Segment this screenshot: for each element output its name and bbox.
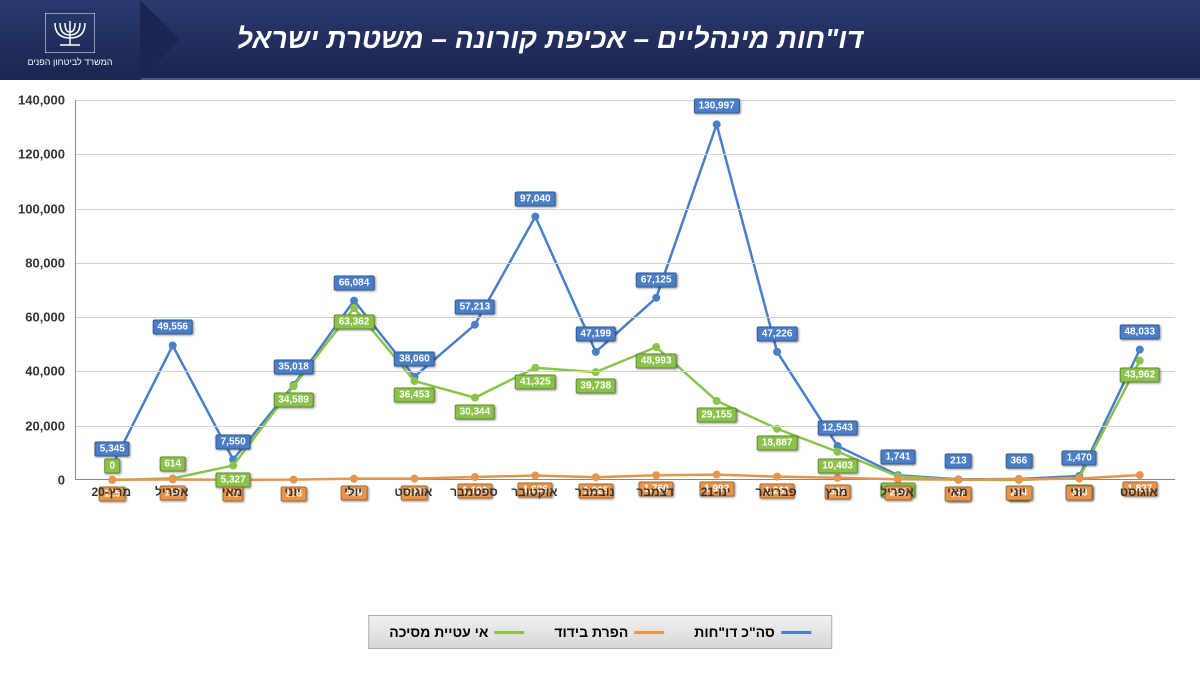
y-tick: 60,000 bbox=[10, 310, 65, 325]
legend-item: הפרת בידוד bbox=[554, 624, 664, 640]
data-label: 43,962 bbox=[1119, 367, 1160, 382]
x-label: מרץ bbox=[825, 485, 847, 499]
data-label: 0 bbox=[104, 459, 120, 474]
y-tick: 40,000 bbox=[10, 364, 65, 379]
data-label: 63,362 bbox=[334, 315, 375, 330]
data-label: 7,550 bbox=[216, 434, 251, 449]
data-label: 34,589 bbox=[273, 393, 314, 408]
data-label: 67,125 bbox=[636, 272, 677, 287]
data-label: 57,213 bbox=[455, 299, 496, 314]
x-label: פברואר bbox=[756, 485, 797, 499]
data-label: 36,453 bbox=[394, 388, 435, 403]
emblem-text: המשרד לביטחון הפנים bbox=[28, 57, 113, 67]
x-label: יוני bbox=[285, 485, 301, 499]
data-label: 48,993 bbox=[636, 354, 677, 369]
x-label: אפריל bbox=[880, 485, 913, 499]
data-label: 47,199 bbox=[575, 326, 616, 341]
gridline bbox=[76, 100, 1175, 101]
header-bar: המשרד לביטחון הפנים דו"חות מינהליים – אכ… bbox=[0, 0, 1200, 80]
x-label: מאי bbox=[222, 485, 243, 499]
data-label: 5,345 bbox=[95, 442, 130, 457]
gridline bbox=[76, 154, 1175, 155]
legend-item: אי עטיית מסיכה bbox=[389, 624, 524, 640]
data-label: 10,403 bbox=[817, 458, 858, 473]
data-label: 66,084 bbox=[334, 275, 375, 290]
data-label: 614 bbox=[159, 457, 186, 472]
data-label: 35,018 bbox=[273, 359, 314, 374]
x-label: ספטמבר bbox=[450, 485, 498, 499]
gridline bbox=[76, 263, 1175, 264]
data-label: 18,887 bbox=[757, 435, 798, 450]
y-tick: 80,000 bbox=[10, 255, 65, 270]
x-label: מאי bbox=[947, 485, 968, 499]
x-label: מרץ-20 bbox=[91, 485, 131, 499]
legend: סה"כ דו"חות הפרת בידוד אי עטיית מסיכה bbox=[368, 615, 832, 649]
y-tick: 140,000 bbox=[10, 93, 65, 108]
page-title: דו"חות מינהליים – אכיפת קורונה – משטרת י… bbox=[0, 23, 1200, 55]
x-label: יולי bbox=[344, 485, 362, 499]
x-label: אוגוסט bbox=[395, 485, 433, 499]
data-label: 213 bbox=[945, 454, 972, 469]
data-label: 49,556 bbox=[152, 320, 193, 335]
chart-svg bbox=[76, 100, 1175, 479]
data-label: 1,741 bbox=[880, 450, 915, 465]
legend-label: הפרת בידוד bbox=[554, 624, 628, 640]
y-tick: 0 bbox=[10, 473, 65, 488]
gridline bbox=[76, 371, 1175, 372]
x-label: אפריל bbox=[155, 485, 188, 499]
x-axis: מרץ-20 אפריל מאי יוני יולי אוגוסט ספטמבר אוקטוב… bbox=[75, 485, 1175, 515]
plot-area: 5,345 49,556 7,550 35,018 66,084 38,060 57,213… bbox=[75, 100, 1175, 480]
data-label: 130,997 bbox=[694, 99, 740, 114]
x-label: נובמבר bbox=[575, 485, 615, 499]
data-label: 47,226 bbox=[757, 326, 798, 341]
legend-swatch bbox=[494, 631, 524, 634]
data-label: 30,344 bbox=[455, 404, 496, 419]
y-tick: 120,000 bbox=[10, 147, 65, 162]
gridline bbox=[76, 317, 1175, 318]
data-label: 39,738 bbox=[575, 379, 616, 394]
gridline bbox=[76, 426, 1175, 427]
gridline bbox=[76, 209, 1175, 210]
legend-swatch bbox=[634, 631, 664, 634]
y-axis: 020,00040,00060,00080,000100,000120,0001… bbox=[10, 100, 70, 480]
x-label: דצמבר bbox=[636, 485, 674, 499]
data-label: 1,470 bbox=[1062, 451, 1097, 466]
emblem-box: המשרד לביטחון הפנים bbox=[0, 0, 140, 80]
x-label: יוני bbox=[1070, 485, 1086, 499]
legend-swatch bbox=[781, 631, 811, 634]
x-label: ינו-21 bbox=[701, 485, 731, 499]
y-tick: 20,000 bbox=[10, 418, 65, 433]
data-label: 41,325 bbox=[515, 374, 556, 389]
data-label: 366 bbox=[1006, 454, 1033, 469]
menorah-icon bbox=[45, 13, 95, 53]
data-label: 38,060 bbox=[394, 351, 435, 366]
y-tick: 100,000 bbox=[10, 201, 65, 216]
data-label: 97,040 bbox=[515, 191, 556, 206]
data-label: 48,033 bbox=[1119, 324, 1160, 339]
legend-label: אי עטיית מסיכה bbox=[389, 624, 488, 640]
x-label: יוני bbox=[1010, 485, 1026, 499]
legend-item: סה"כ דו"חות bbox=[694, 624, 810, 640]
legend-label: סה"כ דו"חות bbox=[694, 624, 774, 640]
x-label: אוגוסט bbox=[1120, 485, 1158, 499]
x-label: אוקטובר bbox=[511, 485, 557, 499]
chart-area: 0 20,000 40,000 60,000 80,000 100,000 120,000 1… bbox=[0, 80, 1200, 530]
data-label: 29,155 bbox=[696, 407, 737, 422]
data-label: 12,543 bbox=[817, 420, 858, 435]
